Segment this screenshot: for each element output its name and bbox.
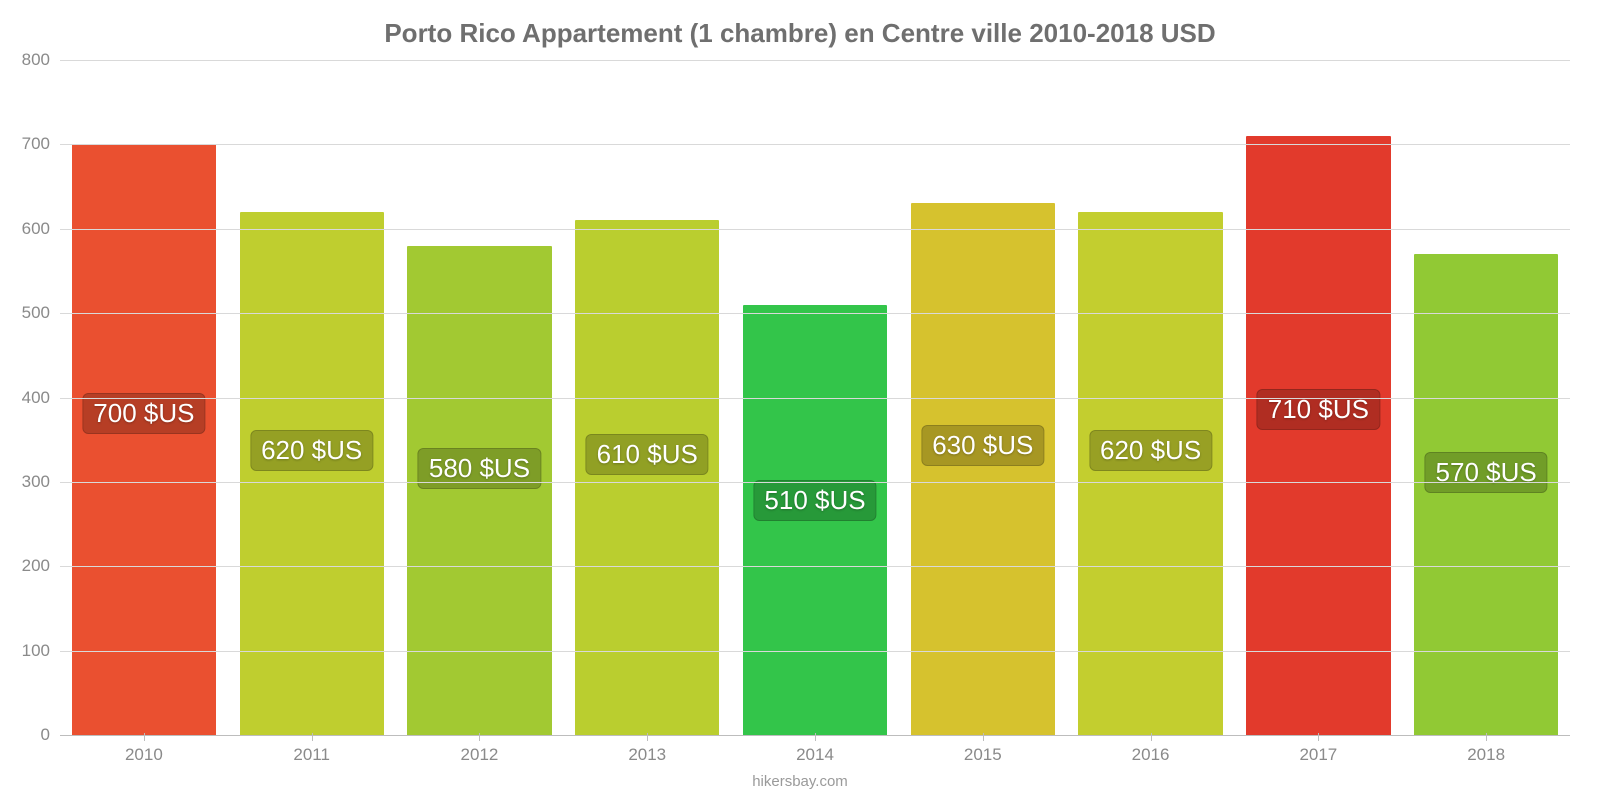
bar: 570 $US: [1414, 254, 1558, 735]
x-tick-mark: [1318, 733, 1319, 741]
bar-value-label: 610 $US: [586, 434, 709, 475]
x-tick-mark: [815, 733, 816, 741]
x-tick-label: 2015: [899, 745, 1067, 765]
bar: 710 $US: [1246, 136, 1390, 735]
x-tick: 2010: [60, 735, 228, 775]
bar-value-label: 700 $US: [82, 393, 205, 434]
bar-value-label: 570 $US: [1425, 452, 1548, 493]
chart-caption: hikersbay.com: [0, 773, 1600, 790]
gridline: [60, 144, 1570, 145]
x-tick-label: 2010: [60, 745, 228, 765]
bar-value-label: 620 $US: [250, 430, 373, 471]
bar-value-label: 710 $US: [1257, 389, 1380, 430]
plot-area: 700 $US 620 $US 580 $US 610 $US 510 $US 630 $…: [60, 60, 1570, 735]
x-tick-label: 2018: [1402, 745, 1570, 765]
bar: 580 $US: [407, 246, 551, 735]
x-tick-mark: [1486, 733, 1487, 741]
x-tick: 2017: [1234, 735, 1402, 775]
bar: 620 $US: [240, 212, 384, 735]
x-tick-mark: [144, 733, 145, 741]
x-tick-label: 2013: [563, 745, 731, 765]
x-tick-label: 2017: [1234, 745, 1402, 765]
bar-value-label: 630 $US: [921, 425, 1044, 466]
y-tick-label: 800: [22, 50, 50, 70]
y-tick-label: 200: [22, 556, 50, 576]
y-tick-label: 0: [41, 725, 50, 745]
y-tick-label: 500: [22, 303, 50, 323]
y-tick-label: 700: [22, 134, 50, 154]
x-tick: 2013: [563, 735, 731, 775]
x-tick: 2012: [396, 735, 564, 775]
x-tick: 2011: [228, 735, 396, 775]
bar-value-label: 510 $US: [753, 480, 876, 521]
x-tick-label: 2016: [1067, 745, 1235, 765]
x-tick-mark: [1151, 733, 1152, 741]
x-tick-label: 2012: [396, 745, 564, 765]
bar: 700 $US: [72, 144, 216, 735]
x-tick-mark: [479, 733, 480, 741]
bar-value-label: 620 $US: [1089, 430, 1212, 471]
x-tick-label: 2014: [731, 745, 899, 765]
gridline: [60, 566, 1570, 567]
gridline: [60, 229, 1570, 230]
x-tick: 2018: [1402, 735, 1570, 775]
gridline: [60, 651, 1570, 652]
x-tick: 2015: [899, 735, 1067, 775]
x-tick-mark: [647, 733, 648, 741]
x-tick-label: 2011: [228, 745, 396, 765]
y-tick-label: 600: [22, 219, 50, 239]
x-axis: 201020112012201320142015201620172018: [60, 735, 1570, 775]
chart-title: Porto Rico Appartement (1 chambre) en Ce…: [0, 18, 1600, 49]
y-tick-label: 100: [22, 641, 50, 661]
gridline: [60, 313, 1570, 314]
bar: 620 $US: [1078, 212, 1222, 735]
gridline: [60, 398, 1570, 399]
bar: 510 $US: [743, 305, 887, 735]
bar-chart: Porto Rico Appartement (1 chambre) en Ce…: [0, 0, 1600, 800]
x-tick: 2014: [731, 735, 899, 775]
y-tick-label: 400: [22, 388, 50, 408]
x-tick-mark: [312, 733, 313, 741]
gridline: [60, 60, 1570, 61]
x-tick: 2016: [1067, 735, 1235, 775]
x-tick-mark: [983, 733, 984, 741]
bar: 630 $US: [911, 203, 1055, 735]
y-tick-label: 300: [22, 472, 50, 492]
bar: 610 $US: [575, 220, 719, 735]
gridline: [60, 482, 1570, 483]
